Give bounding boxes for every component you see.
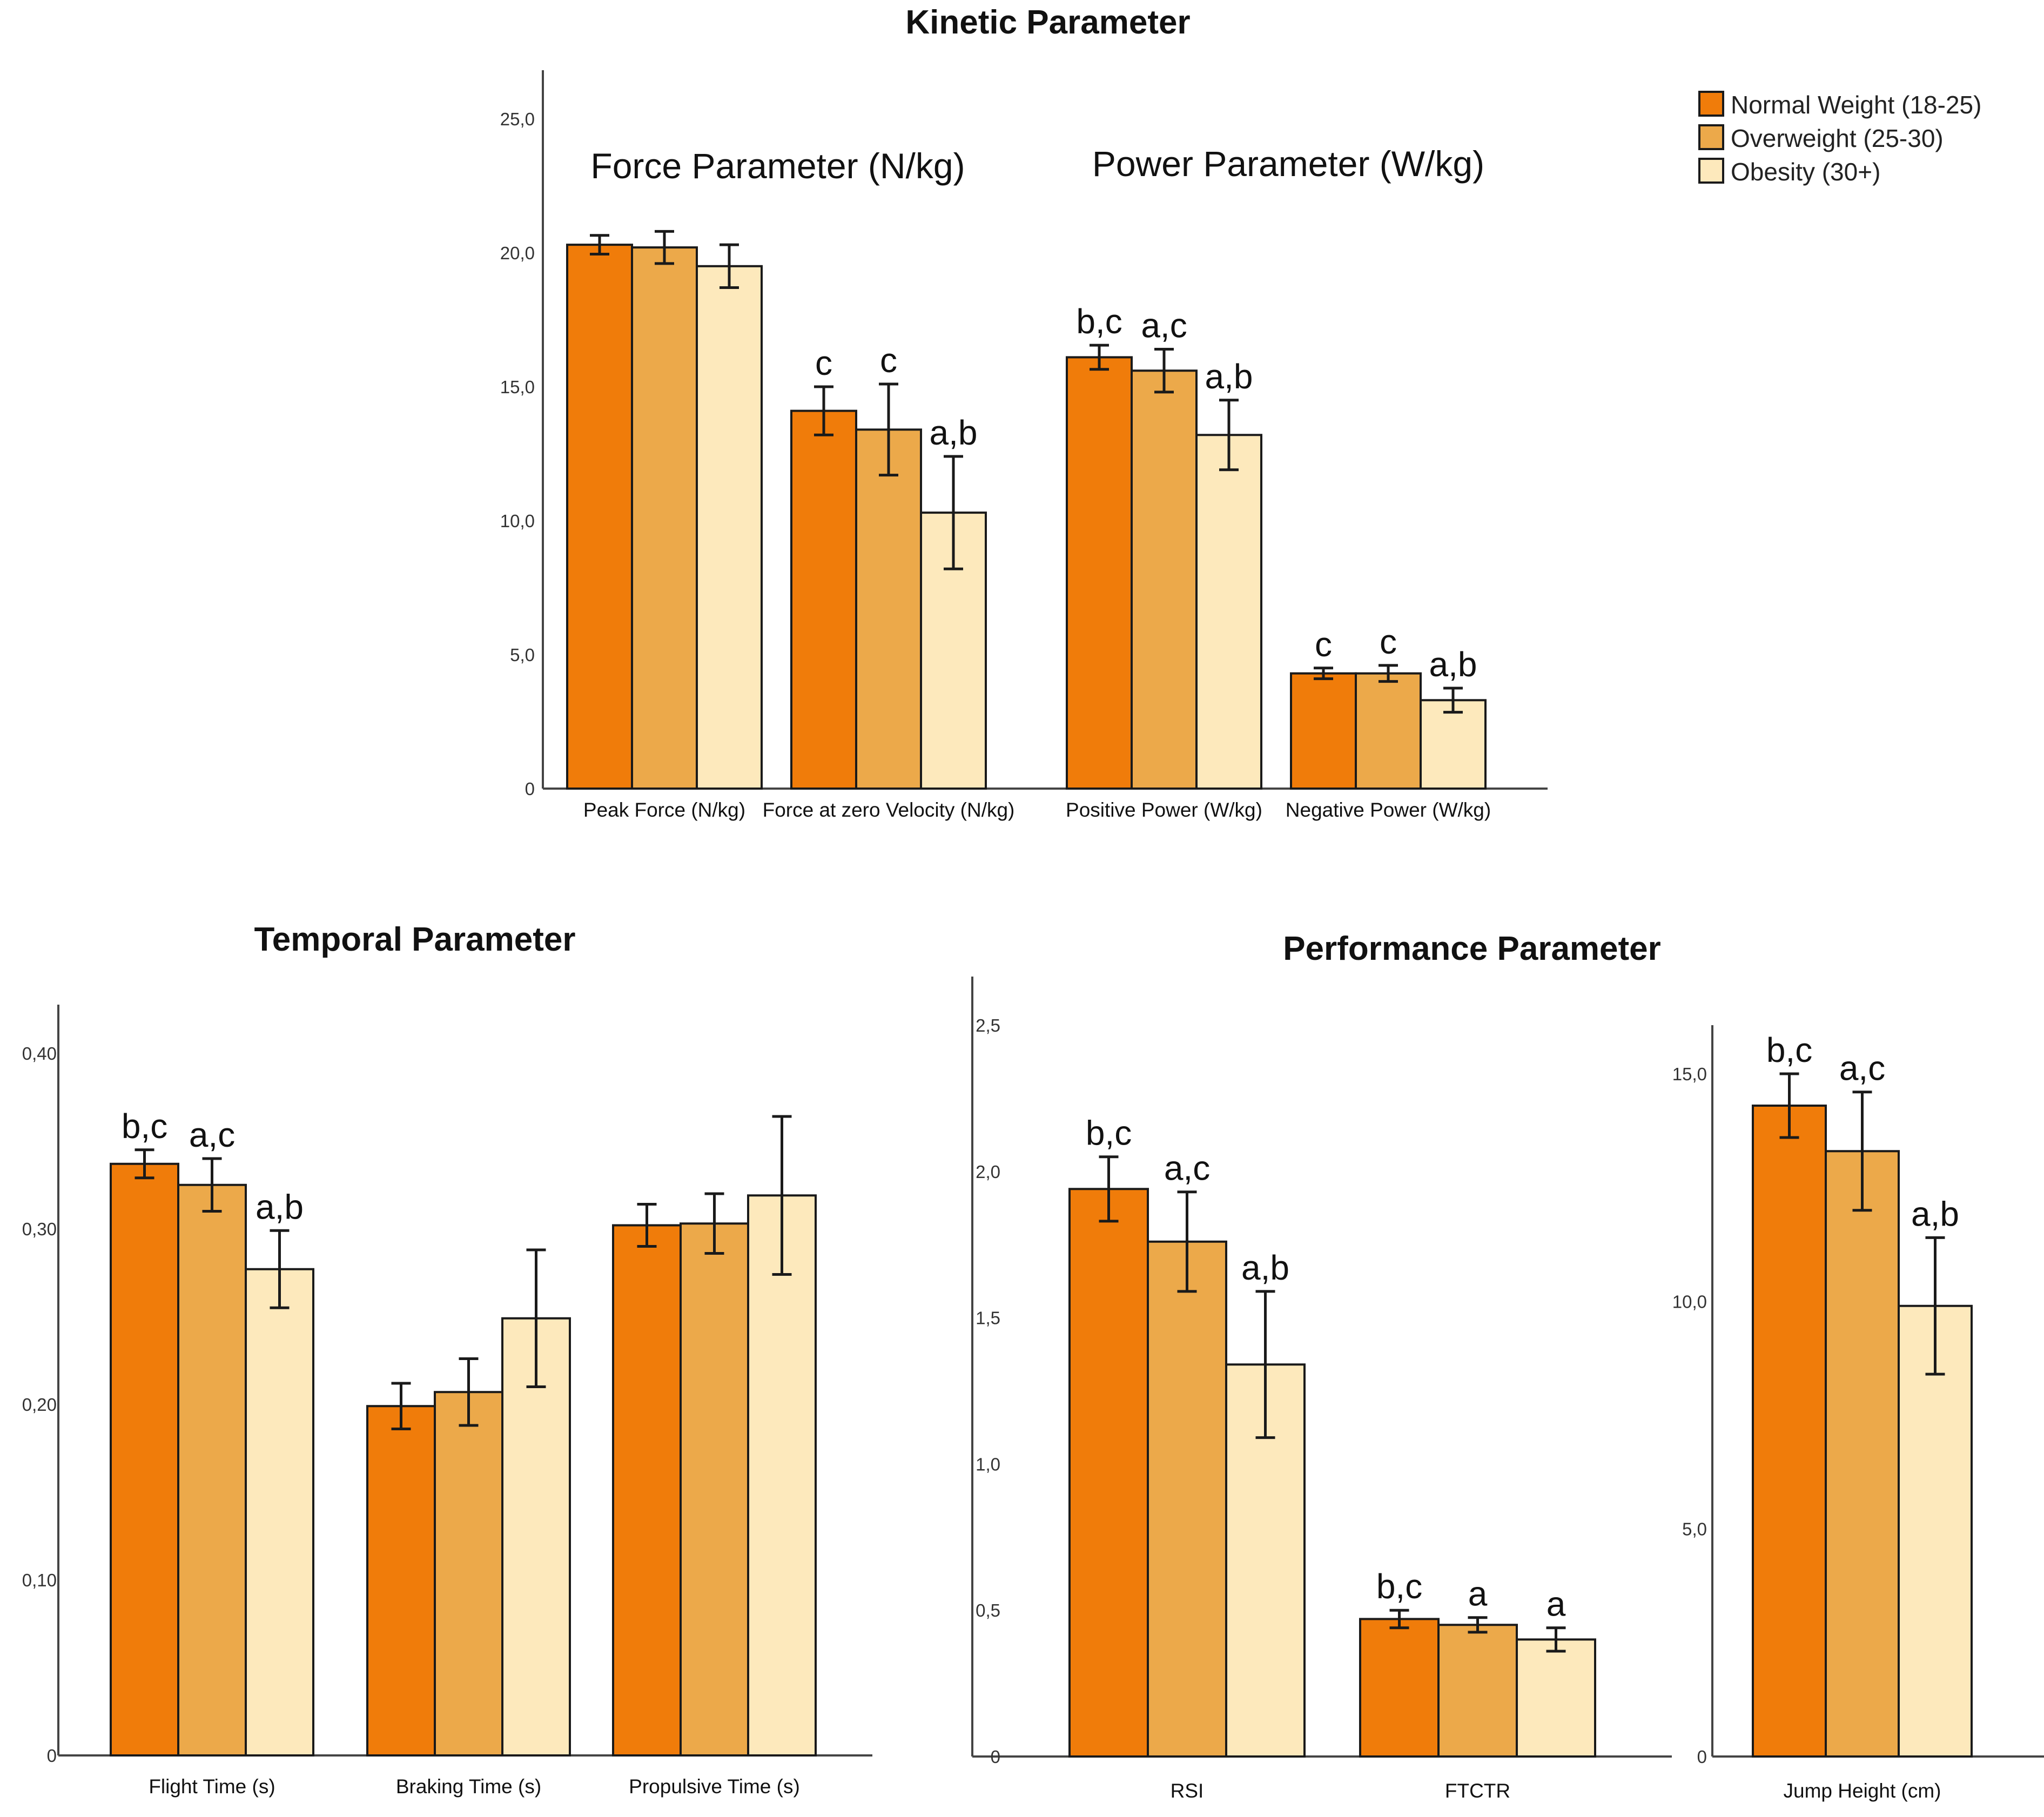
temporal-y-tick-label: 0,30 bbox=[22, 1219, 57, 1239]
kinetic-bar bbox=[1355, 672, 1422, 790]
temporal-bar bbox=[245, 1268, 314, 1757]
temporal-category-label: Flight Time (s) bbox=[149, 1775, 275, 1798]
rsi-y-tick-label: 0 bbox=[991, 1747, 1000, 1767]
kinetic-category-label: Force at zero Velocity (N/kg) bbox=[763, 799, 1015, 821]
kinetic-title: Kinetic Parameter bbox=[905, 4, 1190, 41]
legend-swatch-overweight bbox=[1698, 124, 1724, 150]
temporal-bar bbox=[366, 1405, 436, 1757]
kinetic-significance-label: a,b bbox=[1429, 645, 1477, 684]
kinetic-bar bbox=[1131, 369, 1198, 790]
legend-label-normal: Normal Weight (18-25) bbox=[1731, 91, 1981, 119]
temporal-title: Temporal Parameter bbox=[254, 921, 576, 958]
kinetic-y-tick-label: 25,0 bbox=[500, 109, 535, 129]
temporal-significance-label: a,b bbox=[256, 1187, 304, 1226]
kinetic-y-tick-label: 5,0 bbox=[510, 645, 535, 665]
rsi-significance-label: a,b bbox=[1241, 1248, 1289, 1287]
temporal-category-label: Braking Time (s) bbox=[396, 1775, 541, 1798]
kinetic-y-tick-label: 0 bbox=[525, 779, 535, 799]
temporal-bar bbox=[434, 1391, 503, 1757]
rsi-category-label: RSI bbox=[1171, 1780, 1204, 1802]
force-group-title: Force Parameter (N/kg) bbox=[590, 146, 965, 186]
rsi-y-tick-label: 0,5 bbox=[976, 1600, 1000, 1620]
kinetic-significance-label: c bbox=[1380, 622, 1397, 661]
rsi-bar bbox=[1359, 1618, 1440, 1758]
rsi-y-tick-label: 1,0 bbox=[976, 1454, 1000, 1474]
performance-title: Performance Parameter bbox=[1283, 930, 1661, 967]
jump-y-tick-label: 5,0 bbox=[1682, 1519, 1707, 1539]
jump-bar bbox=[1752, 1104, 1827, 1758]
legend-swatch-obesity bbox=[1698, 158, 1724, 184]
rsi-significance-label: b,c bbox=[1086, 1114, 1132, 1153]
kinetic-bar bbox=[1290, 672, 1357, 790]
kinetic-category-label: Positive Power (W/kg) bbox=[1066, 799, 1262, 821]
temporal-bar bbox=[110, 1162, 179, 1757]
rsi-bar bbox=[1516, 1638, 1596, 1758]
temporal-bar bbox=[501, 1317, 571, 1757]
jump-y-tick-label: 0 bbox=[1697, 1747, 1707, 1767]
temporal-bar bbox=[680, 1222, 749, 1757]
kinetic-y-tick-label: 10,0 bbox=[500, 511, 535, 531]
temporal-y-tick-label: 0 bbox=[47, 1746, 57, 1766]
temporal-y-tick-label: 0,20 bbox=[22, 1395, 57, 1415]
kinetic-bar bbox=[566, 244, 633, 790]
kinetic-bar bbox=[1195, 434, 1262, 790]
kinetic-bar bbox=[1420, 699, 1487, 790]
temporal-y-tick-label: 0,40 bbox=[22, 1044, 57, 1064]
rsi-bar bbox=[1225, 1363, 1306, 1758]
rsi-y-tick-label: 2,5 bbox=[976, 1015, 1000, 1035]
legend-label-obesity: Obesity (30+) bbox=[1731, 158, 1880, 186]
temporal-bar bbox=[612, 1224, 682, 1757]
temporal-y-tick-label: 0,10 bbox=[22, 1570, 57, 1590]
jump-y-tick-label: 10,0 bbox=[1672, 1291, 1707, 1311]
rsi-significance-label: a bbox=[1468, 1574, 1488, 1613]
temporal-bar bbox=[747, 1194, 817, 1757]
jump-significance-label: a,c bbox=[1839, 1049, 1885, 1088]
rsi-significance-label: a,c bbox=[1164, 1149, 1210, 1188]
rsi-bar bbox=[1147, 1240, 1227, 1758]
jump-y-tick-label: 15,0 bbox=[1672, 1064, 1707, 1084]
rsi-bar bbox=[1068, 1188, 1149, 1758]
jump-category-label: Jump Height (cm) bbox=[1784, 1780, 1941, 1802]
kinetic-significance-label: c bbox=[880, 341, 897, 380]
rsi-bar bbox=[1437, 1624, 1518, 1758]
kinetic-significance-label: a,b bbox=[1205, 357, 1253, 396]
kinetic-category-label: Negative Power (W/kg) bbox=[1286, 799, 1491, 821]
kinetic-bar bbox=[631, 246, 698, 790]
kinetic-bar bbox=[696, 265, 763, 790]
rsi-category-label: FTCTR bbox=[1445, 1780, 1510, 1802]
jump-significance-label: a,b bbox=[1911, 1194, 1959, 1233]
kinetic-significance-label: a,b bbox=[930, 413, 978, 452]
temporal-bar bbox=[177, 1183, 247, 1757]
kinetic-bar bbox=[790, 409, 857, 790]
jump-bar bbox=[1898, 1304, 1973, 1758]
temporal-category-label: Propulsive Time (s) bbox=[629, 1775, 800, 1798]
temporal-significance-label: a,c bbox=[189, 1115, 235, 1154]
rsi-significance-label: a bbox=[1547, 1585, 1566, 1624]
kinetic-y-tick-label: 20,0 bbox=[500, 243, 535, 263]
jump-bar bbox=[1825, 1150, 1900, 1758]
kinetic-bar bbox=[1066, 356, 1133, 790]
kinetic-significance-label: c bbox=[1315, 625, 1332, 664]
legend: Normal Weight (18-25) Overweight (25-30)… bbox=[1698, 91, 1981, 186]
jump-significance-label: b,c bbox=[1766, 1031, 1812, 1069]
kinetic-category-label: Peak Force (N/kg) bbox=[583, 799, 745, 821]
rsi-significance-label: b,c bbox=[1376, 1567, 1422, 1606]
rsi-y-tick-label: 2,0 bbox=[976, 1162, 1000, 1182]
kinetic-significance-label: b,c bbox=[1076, 302, 1122, 341]
kinetic-y-tick-label: 15,0 bbox=[500, 377, 535, 397]
power-group-title: Power Parameter (W/kg) bbox=[1092, 144, 1484, 184]
kinetic-significance-label: c bbox=[815, 344, 832, 382]
legend-label-overweight: Overweight (25-30) bbox=[1731, 124, 1944, 152]
rsi-y-tick-label: 1,5 bbox=[976, 1308, 1000, 1328]
kinetic-significance-label: a,c bbox=[1141, 306, 1187, 345]
temporal-significance-label: b,c bbox=[122, 1107, 167, 1146]
kinetic-bar bbox=[855, 428, 922, 790]
legend-swatch-normal bbox=[1698, 91, 1724, 117]
